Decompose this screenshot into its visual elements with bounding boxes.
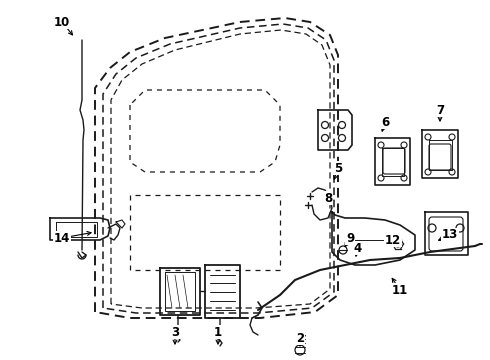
Text: 12: 12 <box>385 234 401 247</box>
Text: 2: 2 <box>296 332 304 345</box>
Text: 14: 14 <box>54 231 70 244</box>
Text: 10: 10 <box>54 15 70 28</box>
Text: 1: 1 <box>214 325 222 338</box>
Text: 7: 7 <box>436 104 444 117</box>
Text: 11: 11 <box>392 284 408 297</box>
Text: 5: 5 <box>334 162 342 175</box>
Text: 3: 3 <box>171 325 179 338</box>
Text: 6: 6 <box>381 116 389 129</box>
Text: 13: 13 <box>442 229 458 242</box>
Text: 4: 4 <box>354 242 362 255</box>
Text: 9: 9 <box>346 231 354 244</box>
Text: 8: 8 <box>324 192 332 204</box>
